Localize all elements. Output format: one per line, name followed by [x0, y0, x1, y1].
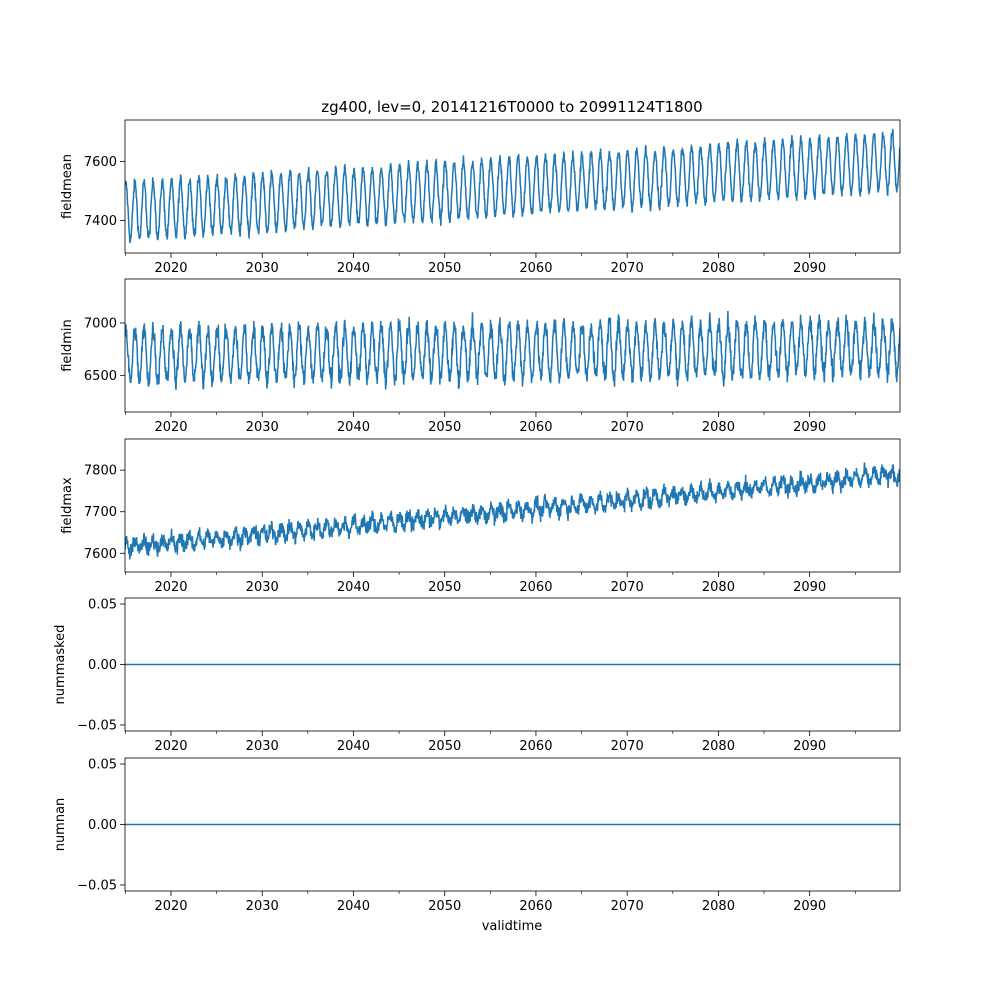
- x-tick-label: 2020: [154, 899, 187, 914]
- fieldmean-series-line: [125, 128, 900, 244]
- x-tick-label: 2070: [611, 899, 644, 914]
- x-tick-label: 2080: [702, 261, 735, 276]
- y-tick-label: 7700: [84, 505, 117, 520]
- x-tick-label: 2030: [246, 580, 279, 595]
- x-tick-label: 2020: [154, 261, 187, 276]
- y-tick-label: 0.00: [88, 658, 117, 673]
- x-tick-label: 2050: [428, 899, 461, 914]
- x-tick-label: 2040: [337, 580, 370, 595]
- x-tick-label: 2070: [611, 261, 644, 276]
- x-tick-label: 2060: [519, 580, 552, 595]
- subplot-fieldmax: 2020 2030 2040 2050 2060 2070 2080 2090 7600 7700…: [60, 438, 901, 595]
- x-tick-label: 2040: [337, 899, 370, 914]
- x-tick-label: 2060: [519, 261, 552, 276]
- y-tick-label: 6500: [84, 369, 117, 384]
- x-tick-label: 2090: [793, 261, 826, 276]
- y-tick-label: 7600: [84, 547, 117, 562]
- x-tick-label: 2020: [154, 580, 187, 595]
- x-tick-label: 2080: [702, 899, 735, 914]
- x-tick-label: 2050: [428, 739, 461, 754]
- y-tick-label: −0.05: [77, 878, 117, 893]
- chart-title: zg400, lev=0, 20141216T0000 to 20991124T…: [321, 98, 702, 116]
- subplot-nummasked: 2020 2030 2040 2050 2060 2070 2080 2090 −0.05 0.0…: [53, 598, 901, 754]
- y-tick-label: 0.00: [88, 818, 117, 833]
- x-tick-label: 2060: [519, 420, 552, 435]
- x-tick-label: 2020: [154, 420, 187, 435]
- y-tick-label: 7000: [84, 316, 117, 331]
- subplot-fieldmin: 2020 2030 2040 2050 2060 2070 2080 2090 6500 7000…: [60, 278, 901, 435]
- x-tick-label: 2040: [337, 739, 370, 754]
- x-tick-label: 2050: [428, 261, 461, 276]
- x-axis-label: validtime: [482, 919, 543, 934]
- subplot-stack: 2020 2030 2040 2050 2060 2070 2080 2090 7400 7600…: [53, 119, 901, 914]
- x-tick-label: 2030: [246, 899, 279, 914]
- y-axis-label: nummasked: [53, 625, 68, 705]
- x-tick-label: 2070: [611, 739, 644, 754]
- subplot-numnan: 2020 2030 2040 2050 2060 2070 2080 2090 −0.05 0.0…: [53, 758, 901, 914]
- x-tick-label: 2090: [793, 420, 826, 435]
- y-axis-label: fieldmean: [60, 154, 75, 219]
- y-tick-label: 7600: [84, 155, 117, 170]
- x-tick-label: 2030: [246, 739, 279, 754]
- y-axis-label: fieldmax: [60, 477, 75, 534]
- x-tick-label: 2070: [611, 580, 644, 595]
- x-tick-label: 2090: [793, 899, 826, 914]
- y-axis-label: fieldmin: [60, 319, 75, 372]
- x-tick-label: 2090: [793, 739, 826, 754]
- x-tick-label: 2020: [154, 739, 187, 754]
- x-tick-label: 2080: [702, 739, 735, 754]
- y-tick-label: 7800: [84, 464, 117, 479]
- fieldmean-axes-frame: [124, 119, 901, 254]
- y-tick-label: 0.05: [88, 758, 117, 773]
- y-axis-label: numnan: [53, 798, 68, 852]
- x-tick-label: 2040: [337, 420, 370, 435]
- x-tick-label: 2050: [428, 420, 461, 435]
- y-tick-label: −0.05: [77, 718, 117, 733]
- x-tick-label: 2090: [793, 580, 826, 595]
- x-tick-label: 2060: [519, 739, 552, 754]
- fieldmax-series-line: [125, 462, 900, 560]
- x-tick-label: 2080: [702, 580, 735, 595]
- x-tick-label: 2080: [702, 420, 735, 435]
- x-tick-label: 2050: [428, 580, 461, 595]
- x-tick-label: 2040: [337, 261, 370, 276]
- fieldmin-axes-frame: [124, 278, 901, 413]
- fieldmin-series-line: [125, 310, 900, 390]
- x-tick-label: 2030: [246, 420, 279, 435]
- y-tick-label: 0.05: [88, 598, 117, 613]
- subplot-fieldmean: 2020 2030 2040 2050 2060 2070 2080 2090 7400 7600…: [60, 119, 901, 276]
- x-tick-label: 2060: [519, 899, 552, 914]
- y-tick-label: 7400: [84, 214, 117, 229]
- x-tick-label: 2030: [246, 261, 279, 276]
- x-tick-label: 2070: [611, 420, 644, 435]
- fieldmax-axes-frame: [124, 438, 901, 573]
